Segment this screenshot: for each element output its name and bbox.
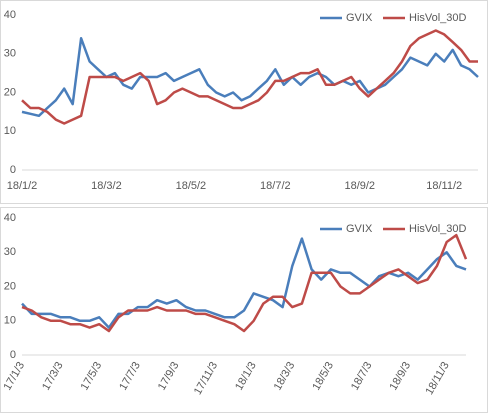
legend-label: HisVol_30D [409,223,467,235]
x-tick-label: 18/1/2 [7,180,38,192]
series-line [21,233,468,333]
x-tick-label: 18/3/2 [91,180,122,192]
y-tick-label: 10 [4,315,16,327]
y-tick-label: 40 [4,9,16,21]
x-tick-label: 18/9/2 [344,180,375,192]
y-tick-label: 20 [4,86,16,98]
series-line [21,37,479,118]
y-tick-label: 30 [4,246,16,258]
y-tick-label: 40 [4,212,16,224]
x-tick-label: 18/7/2 [260,180,291,192]
y-tick-label: 0 [10,164,16,176]
y-tick-label: 30 [4,48,16,60]
x-tick-label: 18/5/2 [176,180,207,192]
legend-label: GVIX [346,12,373,24]
y-tick-label: 20 [4,280,16,292]
series-line [21,29,478,125]
legend-label: GVIX [346,223,373,235]
legend-label: HisVol_30D [409,12,467,24]
x-tick-label: 18/11/2 [426,180,462,192]
y-tick-label: 0 [10,349,16,361]
y-tick-label: 10 [4,125,16,137]
series-line [21,237,467,329]
